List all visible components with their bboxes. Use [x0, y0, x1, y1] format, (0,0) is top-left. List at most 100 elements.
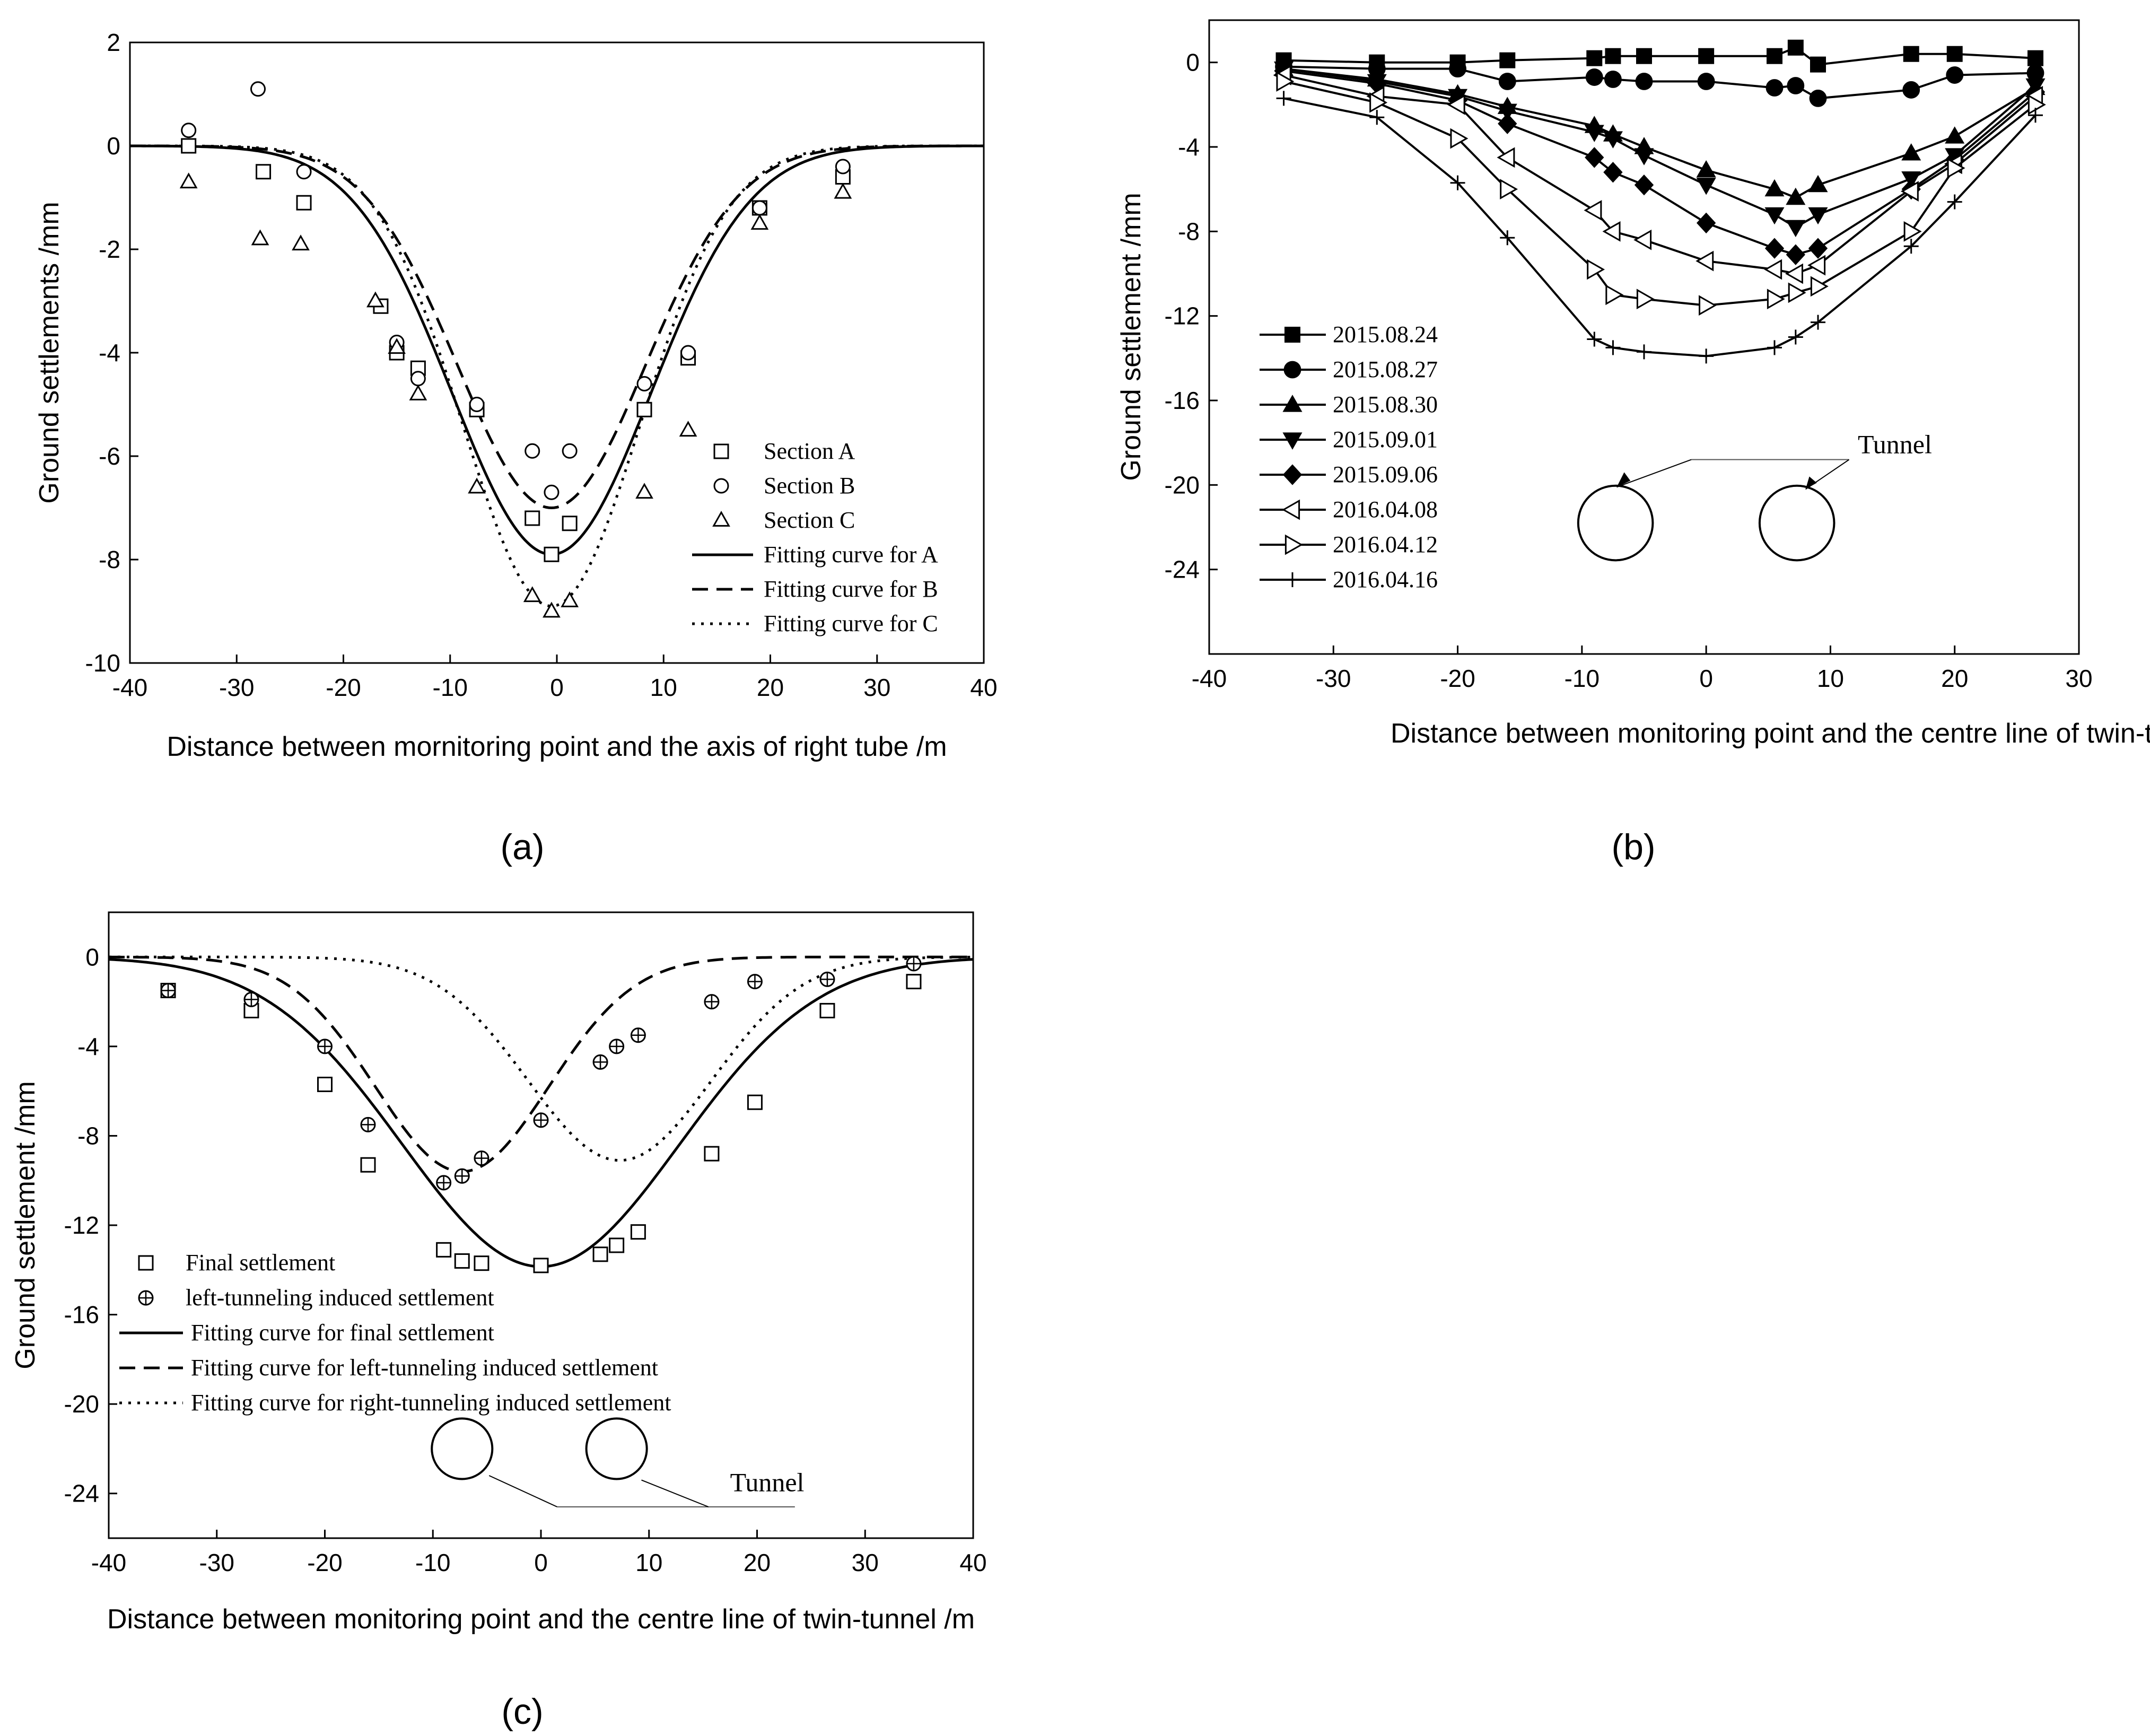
marker-shape	[543, 601, 561, 618]
marker-shape	[636, 376, 652, 391]
marker-shape	[1903, 221, 1922, 242]
data-point-2015.08.27	[1635, 73, 1653, 90]
marker-shape	[1284, 534, 1303, 555]
marker-shape	[1764, 238, 1785, 259]
marker-shape	[1605, 48, 1621, 64]
legend-label: Section C	[764, 507, 855, 533]
data-point-left-tunneling-induced-settlement	[474, 1150, 490, 1166]
marker-shape	[1282, 395, 1303, 412]
marker-shape	[562, 516, 578, 531]
legend-marker	[1284, 327, 1300, 343]
x-tick-label: 20	[744, 1549, 771, 1576]
data-point-left-tunneling-induced-settlement	[747, 974, 763, 990]
annotation-arrow	[641, 1479, 709, 1507]
legend-label: Fitting curve for final settlement	[191, 1320, 494, 1346]
marker-shape	[1788, 282, 1806, 303]
data-point-2015.08.30	[1808, 175, 1828, 193]
marker-shape	[1946, 66, 1964, 84]
marker-shape	[1810, 276, 1829, 297]
data-point-section-c	[179, 172, 198, 189]
x-tick-label: 10	[635, 1549, 662, 1576]
panel-a: -40 -30 -20 -10 0 10 20 30 4020-2-4-6-8-10Distan…	[34, 29, 998, 762]
data-point-section-a	[296, 195, 312, 211]
data-point-left-tunneling-induced-settlement	[630, 1027, 646, 1043]
data-point-2015.08.27	[1946, 66, 1964, 84]
data-point-final-settlement	[592, 1246, 608, 1262]
data-point-2015.08.30	[1945, 126, 1965, 144]
caption-a: (a)	[500, 827, 544, 867]
data-point-left-tunneling-induced-settlement	[819, 971, 835, 987]
marker-shape	[1586, 50, 1603, 66]
series-line-2015.08.30	[1283, 67, 2037, 199]
marker-shape	[454, 1253, 470, 1269]
data-point-2016.04.12	[1605, 284, 1624, 306]
series-line-2015.08.24	[1283, 46, 2036, 66]
data-point-section-b	[835, 159, 851, 175]
marker-shape	[1901, 143, 1921, 161]
data-point-left-tunneling-induced-settlement	[243, 991, 259, 1007]
data-point-2015.09.06	[1764, 238, 1785, 259]
data-point-2016.04.08	[1785, 263, 1803, 284]
data-point-2016.04.12	[1903, 221, 1922, 242]
legend-label: Fitting curve for C	[764, 610, 938, 636]
data-point-2015.08.24	[1499, 52, 1516, 68]
y-tick-label: 0	[1186, 49, 1200, 76]
legend-label: left-tunneling induced settlement	[186, 1285, 494, 1311]
data-point-2015.08.30	[1901, 143, 1921, 161]
fit-curve-2	[130, 144, 984, 608]
legend-label: 2016.04.16	[1333, 566, 1438, 592]
data-point-2015.09.06	[1786, 244, 1805, 265]
series-line-2016.04.08	[1283, 74, 2037, 275]
data-point-2016.04.08	[1497, 147, 1515, 168]
marker-shape	[1587, 259, 1605, 280]
annotation-arrow	[488, 1475, 557, 1507]
marker-shape	[1369, 92, 1388, 113]
x-tick-label: 30	[2065, 665, 2092, 692]
data-point-section-c	[523, 586, 541, 603]
data-point-2016.04.16	[1788, 329, 1803, 345]
marker-shape	[630, 1224, 646, 1240]
y-axis-label: Ground settlement /mm	[1116, 193, 1147, 481]
data-point-2016.04.16	[1767, 340, 1782, 355]
marker-shape	[1499, 52, 1516, 68]
marker-shape	[1807, 255, 1826, 276]
data-point-2016.04.08	[1584, 200, 1602, 221]
marker-shape	[1900, 181, 1919, 202]
data-point-left-tunneling-induced-settlement	[436, 1175, 452, 1191]
marker-shape	[561, 591, 579, 607]
data-point-section-b	[250, 81, 266, 97]
data-point-2016.04.12	[1767, 289, 1785, 310]
marker-shape	[181, 138, 197, 154]
data-point-2016.04.12	[1947, 158, 1965, 179]
marker-shape	[1808, 175, 1828, 193]
y-tick-label: 0	[107, 132, 120, 160]
legend-label: 2015.09.01	[1333, 426, 1438, 452]
data-point-section-a	[256, 164, 272, 180]
data-point-section-c	[468, 477, 486, 494]
marker-shape	[251, 229, 269, 246]
marker-shape	[1787, 77, 1805, 94]
marker-shape	[544, 546, 560, 562]
data-point-left-tunneling-induced-settlement	[317, 1039, 333, 1054]
x-tick-label: 40	[959, 1549, 986, 1576]
annotation-arrowhead	[1805, 476, 1817, 490]
data-point-final-settlement	[474, 1255, 490, 1271]
x-tick-label: -20	[326, 674, 361, 701]
x-tick-label: 20	[757, 674, 784, 701]
annotation-label: Tunnel	[1858, 430, 1932, 459]
x-axis-label: Distance between monitoring point and th…	[107, 1604, 975, 1635]
marker-shape	[704, 1146, 720, 1162]
caption-b: (b)	[1611, 827, 1655, 867]
marker-shape	[1450, 128, 1469, 149]
tunnel-circle	[585, 1417, 648, 1480]
marker-shape	[1498, 113, 1517, 134]
marker-shape	[366, 291, 384, 308]
x-tick-label: -40	[1192, 665, 1227, 692]
data-point-section-b	[544, 484, 560, 500]
legend-label: Fitting curve for A	[764, 542, 938, 568]
marker-shape	[1604, 71, 1622, 88]
x-tick-label: -10	[433, 674, 468, 701]
data-point-2016.04.16	[1637, 344, 1651, 360]
marker-shape	[1635, 73, 1653, 90]
data-point-2016.04.16	[1605, 340, 1621, 355]
